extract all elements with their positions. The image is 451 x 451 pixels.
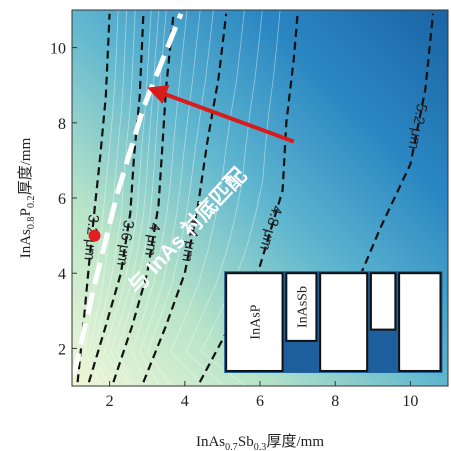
x-tick-label: 10 bbox=[402, 393, 418, 410]
design-point-marker bbox=[88, 229, 101, 242]
annotation-arrow bbox=[147, 85, 295, 144]
fine-contour-line bbox=[185, 10, 263, 386]
fine-contour-line bbox=[88, 10, 128, 386]
contour-line bbox=[87, 13, 145, 383]
inset-block-label: InAsSb bbox=[295, 286, 310, 328]
y-axis-title: InAs0.8 P0.2 厚度/mm bbox=[17, 137, 37, 258]
annotation-arrow-group bbox=[147, 85, 295, 144]
inset-block bbox=[369, 272, 397, 331]
y-axis-ticks: 2 4 6 8 10 bbox=[50, 41, 77, 358]
fine-contour-line bbox=[116, 10, 167, 386]
marker-group bbox=[88, 229, 101, 242]
contour-label: 3.6 μm bbox=[113, 219, 137, 267]
fine-contour-line bbox=[200, 10, 281, 386]
y-tick-label: 6 bbox=[58, 191, 66, 208]
contour-line bbox=[142, 13, 228, 383]
x-axis-title: InAs0.7 Sb0.3 厚度/mm bbox=[196, 433, 324, 451]
structure-inset: InAsP InAsSb bbox=[224, 271, 443, 373]
fine-contour-line bbox=[139, 10, 201, 386]
contour-line bbox=[198, 13, 299, 383]
fine-contour-line bbox=[170, 10, 245, 386]
x-tick-label: 2 bbox=[106, 393, 114, 410]
fine-contour-line bbox=[84, 10, 119, 386]
contour-line bbox=[349, 13, 435, 300]
fine-contour-line bbox=[147, 10, 214, 386]
inset-block bbox=[398, 272, 442, 372]
x-tick-label: 6 bbox=[256, 393, 264, 410]
contour-label: 4 μm bbox=[141, 221, 163, 257]
inset-block bbox=[285, 272, 318, 342]
x-tick-label: 8 bbox=[331, 393, 339, 410]
x-axis-ticks: 2 4 6 8 10 bbox=[106, 381, 418, 410]
inset-block bbox=[319, 272, 369, 372]
fine-contour-line bbox=[131, 10, 188, 386]
fine-contour-line bbox=[110, 10, 160, 386]
fine-contour-line bbox=[103, 10, 152, 386]
x-tick-label: 4 bbox=[181, 393, 189, 410]
y-tick-label: 8 bbox=[58, 116, 66, 133]
inset-block-label: InAsP bbox=[248, 304, 263, 339]
y-tick-label: 2 bbox=[58, 341, 66, 358]
y-tick-label: 10 bbox=[50, 41, 66, 58]
y-tick-label: 4 bbox=[58, 266, 66, 283]
fine-contour-line bbox=[93, 10, 136, 386]
fine-contour-lines bbox=[84, 10, 281, 386]
inset-block bbox=[225, 272, 284, 372]
